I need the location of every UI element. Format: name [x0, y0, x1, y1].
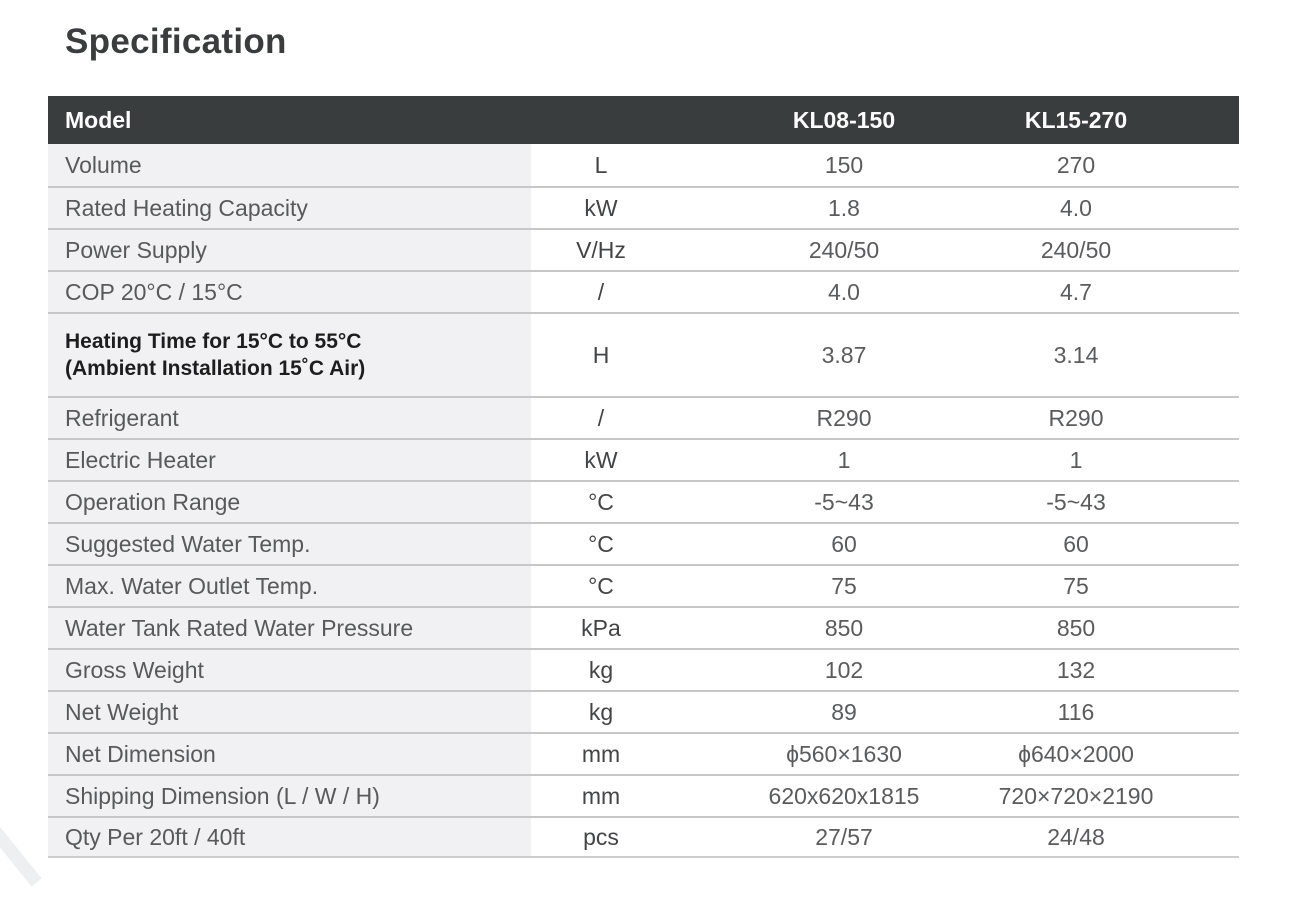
row-label: Operation Range	[48, 482, 531, 522]
row-value-kl15-270: 116	[1057, 698, 1095, 725]
row-value-kl08-150: 620x620x1815	[768, 782, 920, 809]
row-value-kl15-270: 1	[1069, 446, 1083, 473]
row-value-kl15-270: -5~43	[1046, 488, 1106, 515]
row-unit: kW	[584, 194, 618, 221]
row-value-kl08-150: 4.0	[828, 278, 860, 305]
row-value-kl08-150: 3.87	[821, 341, 867, 368]
row-unit: °C	[588, 572, 614, 599]
row-value-kl08-150: 60	[831, 530, 857, 557]
row-value-kl08-150: 89	[831, 698, 857, 725]
table-row: Shipping Dimension (L / W / H) mm 620x620x…	[48, 774, 1239, 816]
row-unit: kg	[588, 698, 614, 725]
header-model-kl15-270: KL15-270	[1024, 106, 1128, 133]
row-value-kl08-150: 240/50	[808, 236, 880, 263]
row-value-kl15-270: 240/50	[1040, 236, 1112, 263]
row-value-kl15-270: 60	[1063, 530, 1089, 557]
table-row: Water Tank Rated Water Pressure kPa 850 850	[48, 606, 1239, 648]
row-value-kl15-270: 850	[1056, 614, 1096, 641]
table-row: Heating Time for 15°C to 55°C (Ambient In…	[48, 312, 1239, 396]
row-value-kl08-150: 150	[824, 151, 864, 178]
row-value-kl08-150: 102	[824, 656, 864, 683]
row-unit: L	[594, 151, 608, 178]
row-label-line2: (Ambient Installation 15˚C Air)	[65, 357, 366, 380]
row-unit: /	[597, 278, 605, 305]
row-value-kl08-150: 75	[831, 572, 857, 599]
row-label: Volume	[48, 144, 531, 186]
row-label: Shipping Dimension (L / W / H)	[48, 776, 531, 816]
table-row: Rated Heating Capacity kW 1.8 4.0	[48, 186, 1239, 228]
table-body: Volume L 150 270 Rated Heating Capacity kW 1.8…	[48, 144, 1239, 858]
row-value-kl08-150: R290	[816, 404, 872, 431]
table-row: Refrigerant / R290 R290	[48, 396, 1239, 438]
row-label: Qty Per 20ft / 40ft	[48, 818, 531, 856]
row-value-kl15-270: 4.0	[1060, 194, 1092, 221]
table-row: COP 20°C / 15°C / 4.0 4.7	[48, 270, 1239, 312]
table-row: Operation Range °C -5~43 -5~43	[48, 480, 1239, 522]
table-row: Electric Heater kW 1 1	[48, 438, 1239, 480]
spec-table: Model KL08-150 KL15-270 Volume L 150 270 Rat…	[48, 96, 1239, 858]
row-label: Rated Heating Capacity	[48, 188, 531, 228]
row-value-kl15-270: 24/48	[1047, 823, 1105, 850]
row-value-kl15-270: 4.7	[1060, 278, 1092, 305]
row-value-kl08-150: 850	[824, 614, 864, 641]
table-row: Qty Per 20ft / 40ft pcs 27/57 24/48	[48, 816, 1239, 858]
row-label: Heating Time for 15°C to 55°C (Ambient In…	[48, 314, 531, 396]
row-unit: kW	[584, 446, 618, 473]
row-unit: /	[597, 404, 605, 431]
row-unit: °C	[588, 488, 614, 515]
row-label: Gross Weight	[48, 650, 531, 690]
header-unit-spacer	[531, 96, 671, 144]
row-label: Refrigerant	[48, 398, 531, 438]
row-label: Electric Heater	[48, 440, 531, 480]
table-header-row: Model KL08-150 KL15-270	[48, 96, 1239, 144]
row-unit: H	[592, 341, 610, 368]
table-row: Suggested Water Temp. °C 60 60	[48, 522, 1239, 564]
row-value-kl08-150: 1.8	[828, 194, 860, 221]
row-value-kl08-150: -5~43	[814, 488, 874, 515]
row-value-kl15-270: 132	[1056, 656, 1096, 683]
table-row: Net Weight kg 89 116	[48, 690, 1239, 732]
row-value-kl15-270: R290	[1048, 404, 1104, 431]
watermark-shape	[0, 822, 42, 887]
table-row: Volume L 150 270	[48, 144, 1239, 186]
page-title: Specification	[65, 22, 287, 61]
row-label: Power Supply	[48, 230, 531, 270]
row-unit: kPa	[581, 614, 621, 641]
header-model-label: Model	[65, 106, 132, 133]
header-model-kl08-150: KL08-150	[792, 106, 896, 133]
row-unit: °C	[588, 530, 614, 557]
row-label: COP 20°C / 15°C	[48, 272, 531, 312]
row-unit: pcs	[583, 823, 619, 850]
table-row: Power Supply V/Hz 240/50 240/50	[48, 228, 1239, 270]
row-label: Net Dimension	[48, 734, 531, 774]
row-label: Water Tank Rated Water Pressure	[48, 608, 531, 648]
table-row: Gross Weight kg 102 132	[48, 648, 1239, 690]
row-unit: kg	[588, 656, 614, 683]
row-unit: V/Hz	[576, 236, 626, 263]
row-value-kl08-150: ϕ560×1630	[786, 740, 902, 767]
row-label: Suggested Water Temp.	[48, 524, 531, 564]
row-label-line1: Heating Time for 15°C to 55°C	[65, 330, 362, 353]
row-label: Net Weight	[48, 692, 531, 732]
row-value-kl08-150: 1	[837, 446, 851, 473]
row-value-kl15-270: 3.14	[1053, 341, 1099, 368]
row-value-kl15-270: 75	[1063, 572, 1089, 599]
row-value-kl15-270: 270	[1056, 151, 1096, 178]
row-value-kl08-150: 27/57	[815, 823, 873, 850]
table-row: Max. Water Outlet Temp. °C 75 75	[48, 564, 1239, 606]
row-unit: mm	[581, 740, 621, 767]
row-value-kl15-270: 720×720×2190	[998, 782, 1154, 809]
row-value-kl15-270: ϕ640×2000	[1018, 740, 1134, 767]
row-unit: mm	[581, 782, 621, 809]
row-label: Max. Water Outlet Temp.	[48, 566, 531, 606]
table-row: Net Dimension mm ϕ560×1630 ϕ640×2000	[48, 732, 1239, 774]
